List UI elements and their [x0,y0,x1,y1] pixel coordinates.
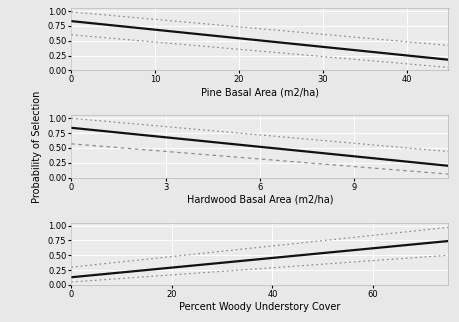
Y-axis label: Probability of Selection: Probability of Selection [32,90,42,203]
X-axis label: Pine Basal Area (m2/ha): Pine Basal Area (m2/ha) [201,87,318,97]
X-axis label: Hardwood Basal Area (m2/ha): Hardwood Basal Area (m2/ha) [186,194,332,204]
X-axis label: Percent Woody Understory Cover: Percent Woody Understory Cover [179,302,340,312]
